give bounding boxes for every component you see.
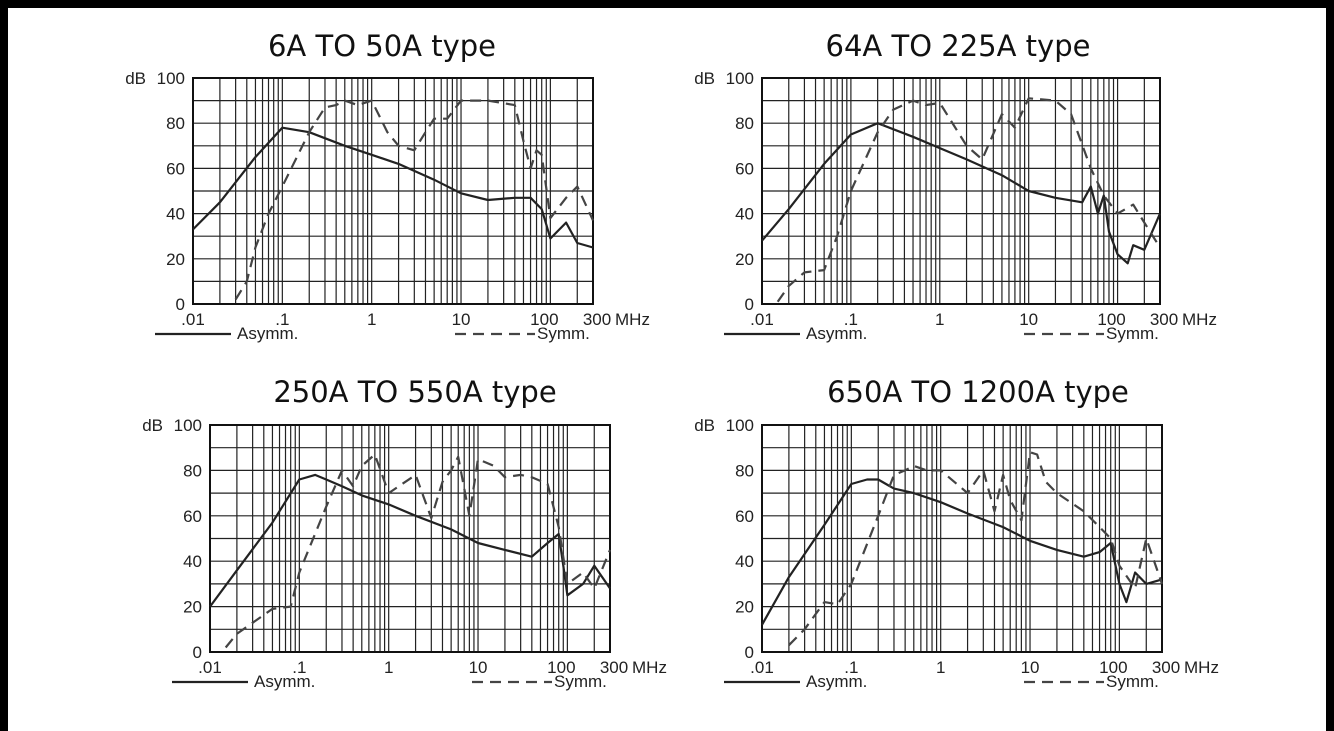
legend-symm-label: Symm. [1106, 324, 1159, 343]
legend-symm-label: Symm. [537, 324, 590, 343]
x-tick-label: 100 [530, 310, 558, 329]
x-tick-label: 10 [452, 310, 471, 329]
series-symm-line [776, 97, 1161, 303]
y-axis-label: dB [125, 69, 146, 88]
series-symm-line [224, 453, 612, 649]
y-tick-label: 20 [183, 598, 202, 617]
x-axis-unit: MHz [1182, 310, 1217, 329]
y-tick-label: 80 [183, 461, 202, 480]
chart-title: 250A TO 550A type [273, 375, 556, 409]
x-tick-label: 300 [1152, 658, 1180, 677]
y-tick-label: 0 [176, 295, 185, 314]
y-axis-label: dB [694, 69, 715, 88]
y-tick-label: 20 [735, 250, 754, 269]
x-axis-unit: MHz [615, 310, 650, 329]
y-tick-label: 0 [745, 295, 754, 314]
x-axis-unit: MHz [1184, 658, 1219, 677]
y-tick-label: 40 [183, 552, 202, 571]
series-asymm-line [209, 473, 611, 608]
y-tick-label: 100 [157, 69, 185, 88]
plot-frame [761, 424, 1163, 653]
y-tick-label: 60 [183, 507, 202, 526]
x-tick-label: 10 [469, 658, 488, 677]
x-tick-label: .01 [750, 310, 774, 329]
y-tick-label: 20 [735, 598, 754, 617]
legend-asymm-label: Asymm. [806, 324, 867, 343]
plot-frame [209, 424, 611, 653]
series-symm-line [234, 99, 594, 301]
series-asymm-line [761, 478, 1163, 626]
chart-panel-4: 650A TO 1200A type 0 20 40 60 80 100 dB .01 .1 1 10… [694, 375, 1219, 691]
y-tick-label: 60 [735, 507, 754, 526]
x-tick-label: 100 [1099, 658, 1127, 677]
y-tick-label: 100 [726, 69, 754, 88]
x-tick-label: .01 [750, 658, 774, 677]
chart-panel-3: 250A TO 550A type 0 20 40 60 80 100 dB .01 .1 1 10 1… [142, 375, 667, 691]
plot-frame [192, 77, 594, 305]
y-tick-label: 80 [735, 461, 754, 480]
x-tick-label: 10 [1019, 310, 1038, 329]
x-tick-label: 1 [367, 310, 376, 329]
y-tick-label: 20 [166, 250, 185, 269]
x-tick-label: 1 [384, 658, 393, 677]
legend-asymm-label: Asymm. [237, 324, 298, 343]
x-tick-label: 1 [935, 310, 944, 329]
y-tick-label: 0 [745, 643, 754, 662]
x-tick-label: 300 [583, 310, 611, 329]
x-tick-label: 300 [1150, 310, 1178, 329]
series-asymm-line [192, 126, 594, 249]
figure-background [8, 8, 1326, 731]
x-tick-label: .1 [275, 310, 289, 329]
x-tick-label: 100 [547, 658, 575, 677]
y-tick-label: 60 [735, 159, 754, 178]
x-tick-label: 1 [936, 658, 945, 677]
chart-title: 650A TO 1200A type [827, 375, 1129, 409]
y-tick-label: 0 [193, 643, 202, 662]
x-tick-label: 300 [600, 658, 628, 677]
plot-frame [761, 77, 1161, 305]
x-tick-label: .1 [844, 658, 858, 677]
x-tick-label: 100 [1097, 310, 1125, 329]
legend-symm-label: Symm. [1106, 672, 1159, 691]
chart-panel-1: 6A TO 50A type 0 20 40 60 80 100 dB .01 .1 1 10 100 3… [125, 29, 650, 343]
x-tick-label: .01 [198, 658, 222, 677]
series-symm-line [788, 451, 1164, 646]
y-axis-label: dB [142, 416, 163, 435]
legend-asymm-label: Asymm. [254, 672, 315, 691]
x-tick-label: .1 [844, 310, 858, 329]
y-tick-label: 60 [166, 159, 185, 178]
chart-title: 6A TO 50A type [268, 29, 496, 63]
x-tick-label: 10 [1021, 658, 1040, 677]
chart-title: 64A TO 225A type [826, 29, 1091, 63]
x-axis-unit: MHz [632, 658, 667, 677]
y-tick-label: 40 [735, 205, 754, 224]
y-axis-label: dB [694, 416, 715, 435]
legend-asymm-label: Asymm. [806, 672, 867, 691]
x-tick-label: .01 [181, 310, 205, 329]
y-tick-label: 100 [174, 416, 202, 435]
y-tick-label: 80 [735, 114, 754, 133]
y-tick-label: 40 [166, 205, 185, 224]
x-tick-label: .1 [292, 658, 306, 677]
chart-panel-2: 64A TO 225A type 0 20 40 60 80 100 dB .01 .1 1 10 10… [694, 29, 1217, 343]
series-asymm-line [761, 122, 1162, 265]
y-tick-label: 40 [735, 552, 754, 571]
legend-symm-label: Symm. [554, 672, 607, 691]
y-tick-label: 100 [726, 416, 754, 435]
y-tick-label: 80 [166, 114, 185, 133]
